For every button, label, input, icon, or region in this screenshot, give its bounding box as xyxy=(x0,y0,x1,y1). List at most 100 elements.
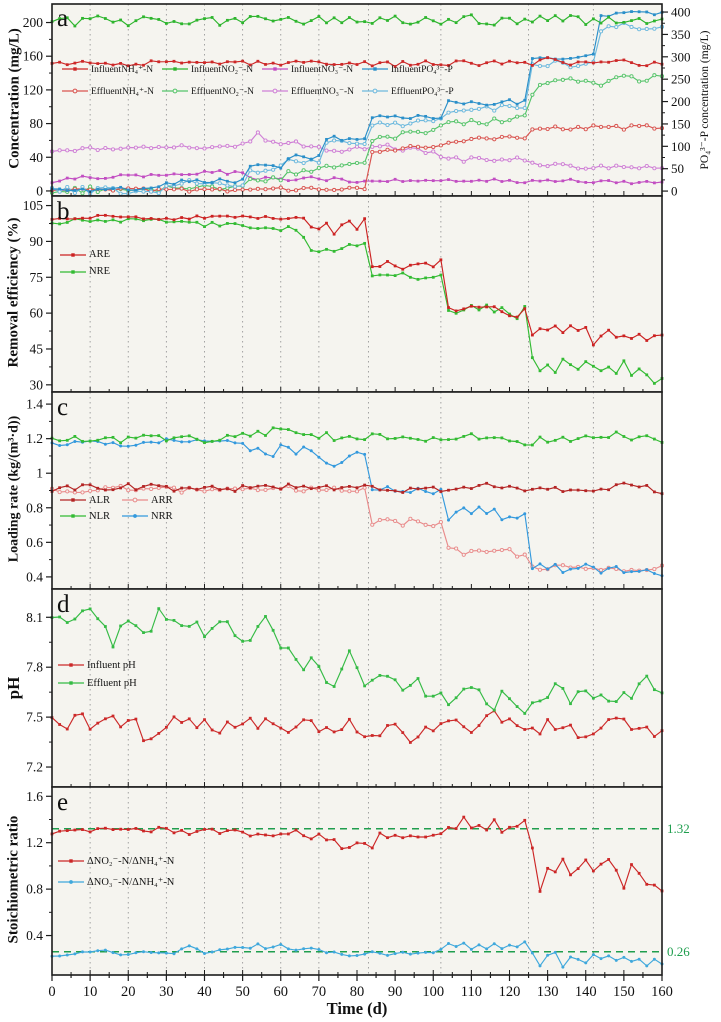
y-tick-label-right: 350 xyxy=(671,27,691,42)
legend-panel-e: ΔNO₂⁻-N/ΔNH₄⁺-N ΔNO₃⁻-N/ΔNH₄⁺-N xyxy=(58,850,254,892)
legend-item: NLR xyxy=(60,508,122,524)
legend-label: ΔNO₂⁻-N/ΔNH₄⁺-N xyxy=(87,855,175,867)
legend-marker-circle-icon xyxy=(162,88,188,94)
legend-item: Influent pH xyxy=(58,656,208,674)
y-tick-label: 200 xyxy=(23,15,44,30)
x-tick-label: 80 xyxy=(350,984,365,1000)
legend-item: NRR xyxy=(122,508,184,524)
y-tick-label: 1.2 xyxy=(26,431,43,446)
legend-item: ΔNO₂⁻-N/ΔNH₄⁺-N xyxy=(58,850,248,871)
y-tick-label: 75 xyxy=(30,270,44,285)
y-axis-label-stoichiometric-ratio: Stoichiometric ratio xyxy=(5,815,22,944)
x-tick-label: 130 xyxy=(537,984,559,1000)
legend-marker-square-icon xyxy=(60,514,86,518)
series-c-0 xyxy=(50,481,664,496)
y-tick-label: 0 xyxy=(36,183,43,198)
x-tick-label: 120 xyxy=(499,984,521,1000)
legend-marker-square-icon xyxy=(60,252,86,257)
legend-label: InfluentNO₂⁻-N xyxy=(191,64,254,75)
legend-marker-square-icon xyxy=(60,269,86,274)
series-c-1 xyxy=(49,483,665,574)
y-tick-label: 45 xyxy=(30,341,44,356)
legend-label: InfluentNH₄⁺-N xyxy=(91,64,154,75)
legend-label: EffluentNO₂⁻-N xyxy=(191,86,255,97)
legend-marker-circle-icon xyxy=(122,497,148,503)
legend-marker-square-icon xyxy=(162,67,188,71)
y-tick-label: 60 xyxy=(30,306,44,321)
panel-b: 30 45 60 75 90 105 xyxy=(23,195,664,393)
y-axis-label-removal-efficiency: Removal efficiency (%) xyxy=(5,217,22,368)
y-tick-label: 0.8 xyxy=(26,500,43,515)
legend-marker-square-icon xyxy=(60,498,86,502)
legend-marker-circle-icon xyxy=(122,514,148,518)
series-a-0 xyxy=(50,56,664,68)
x-tick-label: 110 xyxy=(461,984,482,1000)
legend-panel-a: InfluentNH₄⁺-N InfluentNO₂⁻-N InfluentNO₃⁻… xyxy=(62,58,468,102)
y-tick-label: 160 xyxy=(23,49,44,64)
y-tick-label-right: 300 xyxy=(671,49,691,64)
legend-item: InfluentPO₄³⁻-P xyxy=(362,58,462,80)
x-axis-label-time: Time (d) xyxy=(326,999,388,1018)
y-tick-label-right: 150 xyxy=(671,116,691,131)
legend-item: InfluentNO₂⁻-N xyxy=(162,58,262,80)
legend-marker-square-icon xyxy=(58,681,84,685)
y-axis-label-po4-right: PO₄³⁻-P concentration (mg/L) xyxy=(699,30,711,170)
panel-letter-c: c xyxy=(57,394,69,421)
series-c-2 xyxy=(50,426,664,447)
series-e-1 xyxy=(50,940,664,969)
x-tick-label: 150 xyxy=(613,984,635,1000)
x-tick-label: 140 xyxy=(575,984,597,1000)
series-e-0 xyxy=(50,815,664,893)
x-tick-label: 50 xyxy=(235,984,250,1000)
legend-item: NRE xyxy=(60,263,210,280)
legend-item: EffluentNO₂⁻-N xyxy=(162,80,262,102)
panel-a: 0 40 80 120 160 200 0 50 100 150 200 250 300 350 400 xyxy=(23,3,691,199)
y-tick-label: 8.1 xyxy=(26,610,43,625)
legend-label: ALR xyxy=(89,494,110,506)
legend-label: InfluentPO₄³⁻-P xyxy=(391,64,453,75)
legend-item: ARE xyxy=(60,246,210,263)
y-tick-label: 80 xyxy=(30,116,44,131)
legend-label: ARE xyxy=(89,249,110,260)
x-tick-label: 40 xyxy=(197,984,212,1000)
y-tick-label-right: 100 xyxy=(671,139,691,154)
y-tick-label-right: 50 xyxy=(671,161,684,176)
y-axis-label-ph: pH xyxy=(4,676,23,700)
legend-marker-square-icon xyxy=(58,663,84,667)
y-tick-label: 1.4 xyxy=(26,397,43,412)
legend-marker-circle-icon xyxy=(58,879,84,884)
y-tick-label-right: 0 xyxy=(671,184,678,199)
legend-marker-square-icon xyxy=(262,67,288,71)
panel-letter-a: a xyxy=(57,5,69,32)
reference-line-label: 0.26 xyxy=(667,944,690,959)
y-tick-label: 90 xyxy=(30,234,44,249)
y-axis-label-loading-rate: Loading rate (kg/(m³·d)) xyxy=(6,415,22,563)
x-tick-label: 20 xyxy=(121,984,136,1000)
x-tick-label: 10 xyxy=(83,984,98,1000)
y-tick-label: 7.2 xyxy=(26,760,43,775)
series-b-0 xyxy=(50,213,664,347)
legend-label: NRE xyxy=(89,266,110,277)
y-tick-label-right: 200 xyxy=(671,94,691,109)
legend-label: NRR xyxy=(151,510,173,522)
legend-marker-circle-icon xyxy=(262,88,288,94)
y-tick-label: 1.6 xyxy=(26,789,43,804)
legend-label: ΔNO₃⁻-N/ΔNH₄⁺-N xyxy=(87,876,175,888)
legend-marker-square-icon xyxy=(62,67,88,71)
legend-item: EffluentNH₄⁺-N xyxy=(62,80,162,102)
legend-item: EffluentNO₃⁻-N xyxy=(262,80,362,102)
legend-label: ARR xyxy=(151,494,173,506)
legend-item: ARR xyxy=(122,492,184,508)
y-tick-label: 30 xyxy=(30,377,44,392)
x-tick-label: 160 xyxy=(651,984,673,1000)
legend-label: EffluentNO₃⁻-N xyxy=(291,86,355,97)
legend-marker-circle-icon xyxy=(362,88,388,94)
legend-item: ALR xyxy=(60,492,122,508)
legend-item: ΔNO₃⁻-N/ΔNH₄⁺-N xyxy=(58,871,248,892)
legend-label: EffluentNH₄⁺-N xyxy=(91,86,155,97)
legend-item: EffluentPO₄³⁻-P xyxy=(362,80,462,102)
series-d-1 xyxy=(50,607,664,715)
legend-panel-d: Influent pH Effluent pH xyxy=(58,656,214,692)
legend-item: Effluent pH xyxy=(58,674,208,692)
